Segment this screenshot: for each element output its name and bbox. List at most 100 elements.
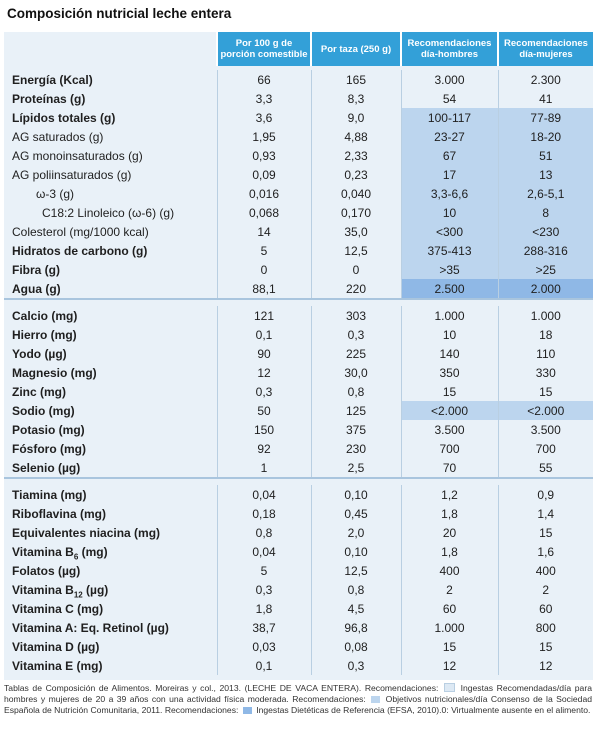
header-blank bbox=[4, 32, 217, 66]
nutrient-label: Vitamina B bbox=[12, 544, 74, 559]
nutrient-label: Folatos (µg) bbox=[12, 563, 81, 578]
value-per-100g: 0,04 bbox=[216, 485, 311, 504]
table-row: Vitamina D (µg) 0,03 0,08 15 15 bbox=[4, 637, 593, 656]
nutrient-name: Hierro (mg) bbox=[4, 325, 217, 344]
table-row: AG monoinsaturados (g) 0,93 2,33 67 51 bbox=[4, 146, 593, 165]
value-per-100g: 5 bbox=[216, 561, 311, 580]
value-per-cup: 165 bbox=[310, 70, 401, 89]
value-per-cup: 0,10 bbox=[310, 542, 401, 561]
value-men: 67 bbox=[400, 146, 498, 165]
value-per-cup: 0,8 bbox=[310, 580, 401, 599]
separator-cell bbox=[311, 298, 401, 306]
value-men: 350 bbox=[400, 363, 498, 382]
nutrient-name: Sodio (mg) bbox=[4, 401, 217, 420]
nutrient-label: C18:2 Linoleico (ω-6) (g) bbox=[42, 205, 175, 220]
nutrient-name: Fósforo (mg) bbox=[4, 439, 217, 458]
value-women: <2.000 bbox=[497, 401, 593, 420]
value-men: 54 bbox=[400, 89, 498, 108]
table-row: AG poliinsaturados (g) 0,09 0,23 17 13 bbox=[4, 165, 593, 184]
value-women: 3.500 bbox=[497, 420, 593, 439]
value-men: <300 bbox=[400, 222, 498, 241]
nutrient-label: ω-3 (g) bbox=[36, 186, 75, 201]
value-men: >35 bbox=[400, 260, 498, 279]
value-per-100g: 0,1 bbox=[216, 325, 311, 344]
table-row: Vitamina E (mg) 0,1 0,3 12 12 bbox=[4, 656, 593, 675]
nutrient-name: Lípidos totales (g) bbox=[4, 108, 217, 127]
value-women: 15 bbox=[497, 523, 593, 542]
value-per-100g: 0,016 bbox=[216, 184, 311, 203]
value-women: 15 bbox=[497, 382, 593, 401]
nutrient-label: Vitamina E (mg) bbox=[12, 658, 103, 673]
nutrient-label: Fibra (g) bbox=[12, 262, 60, 277]
column-header-per-cup: Por taza (250 g) bbox=[310, 32, 401, 66]
value-women: 2,6-5,1 bbox=[497, 184, 593, 203]
value-per-100g: 90 bbox=[216, 344, 311, 363]
nutrition-table: Por 100 g de porción comestible Por taza… bbox=[4, 32, 593, 675]
value-per-cup: 0,08 bbox=[310, 637, 401, 656]
value-men: 15 bbox=[400, 637, 498, 656]
nutrient-label: AG poliinsaturados (g) bbox=[12, 167, 132, 182]
table-row: Hidratos de carbono (g) 5 12,5 375-413 288-3… bbox=[4, 241, 593, 260]
value-men: 1,2 bbox=[400, 485, 498, 504]
value-per-100g: 38,7 bbox=[216, 618, 311, 637]
value-women: 1.000 bbox=[497, 306, 593, 325]
value-per-cup: 0,3 bbox=[310, 656, 401, 675]
nutrient-label: Potasio (mg) bbox=[12, 422, 85, 437]
value-per-100g: 0,04 bbox=[216, 542, 311, 561]
value-women: 41 bbox=[497, 89, 593, 108]
value-men: 10 bbox=[400, 203, 498, 222]
nutrient-label: Selenio (µg) bbox=[12, 460, 81, 475]
nutrient-label: Riboflavina (mg) bbox=[12, 506, 107, 521]
nutrient-label: Energía (Kcal) bbox=[12, 72, 93, 87]
value-men: 700 bbox=[400, 439, 498, 458]
nutrient-name: Tiamina (mg) bbox=[4, 485, 217, 504]
nutrient-name: Hidratos de carbono (g) bbox=[4, 241, 217, 260]
table-row: Vitamina A: Eq. Retinol (µg) 38,7 96,8 1.00… bbox=[4, 618, 593, 637]
legend-swatch-objetivos bbox=[371, 696, 381, 703]
group-separator bbox=[4, 298, 593, 306]
table-row: Fibra (g) 0 0 >35 >25 bbox=[4, 260, 593, 279]
value-men: 3.500 bbox=[400, 420, 498, 439]
value-per-cup: 0,23 bbox=[310, 165, 401, 184]
value-women: >25 bbox=[497, 260, 593, 279]
header-row: Por 100 g de porción comestible Por taza… bbox=[4, 32, 593, 66]
nutrient-name: Vitamina A: Eq. Retinol (µg) bbox=[4, 618, 217, 637]
value-per-cup: 375 bbox=[310, 420, 401, 439]
value-per-cup: 2,33 bbox=[310, 146, 401, 165]
value-per-100g: 66 bbox=[216, 70, 311, 89]
nutrient-name: Vitamina B6 (mg) bbox=[4, 542, 217, 561]
value-men: 400 bbox=[400, 561, 498, 580]
value-women: 800 bbox=[497, 618, 593, 637]
value-women: 400 bbox=[497, 561, 593, 580]
table-row: Sodio (mg) 50 125 <2.000 <2.000 bbox=[4, 401, 593, 420]
value-per-100g: 150 bbox=[216, 420, 311, 439]
value-per-100g: 0,1 bbox=[216, 656, 311, 675]
value-per-100g: 0,18 bbox=[216, 504, 311, 523]
value-per-100g: 0,068 bbox=[216, 203, 311, 222]
value-per-100g: 92 bbox=[216, 439, 311, 458]
value-men: 1,8 bbox=[400, 542, 498, 561]
value-men: 1.000 bbox=[400, 306, 498, 325]
footnote-objetivos: Objetivos nutricionales/día Consenso de … bbox=[4, 694, 593, 715]
nutrient-label: Zinc (mg) bbox=[12, 384, 66, 399]
value-women: 288-316 bbox=[497, 241, 593, 260]
nutrient-name: Proteínas (g) bbox=[4, 89, 217, 108]
separator-cell bbox=[4, 298, 217, 306]
value-per-100g: 50 bbox=[216, 401, 311, 420]
nutrient-name: ω-3 (g) bbox=[4, 184, 217, 203]
value-women: 1,6 bbox=[497, 542, 593, 561]
value-per-cup: 0,45 bbox=[310, 504, 401, 523]
separator-cell bbox=[498, 477, 593, 485]
value-per-cup: 0,170 bbox=[310, 203, 401, 222]
value-women: 110 bbox=[497, 344, 593, 363]
nutrient-name: Calcio (mg) bbox=[4, 306, 217, 325]
value-women: 2 bbox=[497, 580, 593, 599]
nutrient-label: Sodio (mg) bbox=[12, 403, 75, 418]
value-per-100g: 0,3 bbox=[216, 382, 311, 401]
value-men: 60 bbox=[400, 599, 498, 618]
footnote-ingestas: Ingestas Recomendadas/día para hombres y… bbox=[4, 683, 592, 704]
value-women: 2.000 bbox=[497, 279, 593, 299]
nutrient-name: Zinc (mg) bbox=[4, 382, 217, 401]
nutrient-name: Vitamina B12 (µg) bbox=[4, 580, 217, 599]
value-men: 1.000 bbox=[400, 618, 498, 637]
